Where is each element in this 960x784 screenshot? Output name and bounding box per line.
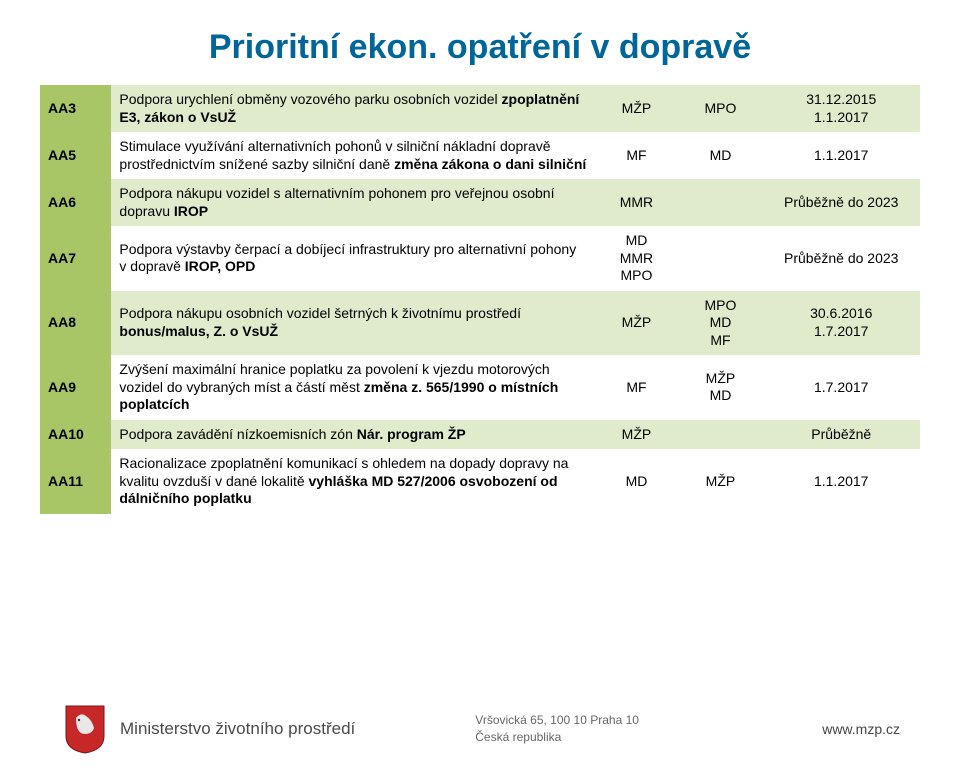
- measures-table: AA3 Podpora urychlení obměny vozového par…: [40, 85, 920, 514]
- table-row: AA11Racionalizace zpoplatnění komunikací…: [40, 449, 920, 514]
- page-title: Prioritní ekon. opatření v dopravě: [40, 28, 920, 67]
- cell-a: MMR: [594, 179, 678, 226]
- cell-c: 1.1.2017: [762, 449, 920, 514]
- measure-code: AA10: [40, 420, 111, 450]
- desc-bold: změna zákona o dani silniční: [394, 156, 586, 172]
- table-row: AA9Zvýšení maximální hranice poplatku za…: [40, 355, 920, 420]
- cell-c: Průběžně: [762, 420, 920, 450]
- footer-address: Vršovická 65, 100 10 Praha 10 Česká repu…: [475, 712, 639, 746]
- measure-description: Zvýšení maximální hranice poplatku za po…: [111, 355, 594, 420]
- addr-line-1: Vršovická 65, 100 10 Praha 10: [475, 712, 639, 729]
- cell-a: MŽP: [594, 85, 678, 132]
- cell-a: MŽP: [594, 291, 678, 356]
- cell-c: 30.6.2016 1.7.2017: [762, 291, 920, 356]
- cell-a: MD: [594, 449, 678, 514]
- measure-description: Podpora nákupu vozidel s alternativním p…: [111, 179, 594, 226]
- measure-code: AA11: [40, 449, 111, 514]
- desc-bold: IROP: [174, 203, 208, 219]
- measure-description: Podpora urychlení obměny vozového parku …: [111, 85, 594, 132]
- desc-bold: Nár. program ŽP: [357, 426, 466, 442]
- cell-c: 1.1.2017: [762, 132, 920, 179]
- footer-url: www.mzp.cz: [822, 721, 900, 737]
- cell-a: MŽP: [594, 420, 678, 450]
- measure-code: AA3: [40, 85, 111, 132]
- cell-b: [678, 179, 762, 226]
- cell-c: Průběžně do 2023: [762, 179, 920, 226]
- footer-left: Ministerstvo životního prostředí: [64, 704, 355, 754]
- desc-plain: Podpora zavádění nízkoemisních zón: [119, 426, 356, 442]
- addr-line-2: Česká republika: [475, 729, 639, 746]
- cell-c: Průběžně do 2023: [762, 226, 920, 291]
- measure-description: Podpora zavádění nízkoemisních zón Nár. …: [111, 420, 594, 450]
- measure-description: Racionalizace zpoplatnění komunikací s o…: [111, 449, 594, 514]
- measure-code: AA5: [40, 132, 111, 179]
- table-row: AA3 Podpora urychlení obměny vozového par…: [40, 85, 920, 132]
- desc-bold: bonus/malus, Z. o VsUŽ: [119, 323, 278, 339]
- table-row: AA10Podpora zavádění nízkoemisních zón N…: [40, 420, 920, 450]
- cell-c: 1.7.2017: [762, 355, 920, 420]
- table-row: AA8 Podpora nákupu osobních vozidel šetrn…: [40, 291, 920, 356]
- desc-bold: IROP, OPD: [185, 258, 256, 274]
- table-row: AA5Stimulace využívání alternativních po…: [40, 132, 920, 179]
- measure-code: AA7: [40, 226, 111, 291]
- measure-description: Podpora výstavby čerpací a dobíjecí infr…: [111, 226, 594, 291]
- desc-plain: Podpora nákupu osobních vozidel šetrných…: [119, 305, 521, 321]
- measure-description: Stimulace využívání alternativních pohon…: [111, 132, 594, 179]
- cell-b: [678, 226, 762, 291]
- desc-plain: Podpora urychlení obměny vozového parku …: [119, 91, 501, 107]
- cell-a: MD MMR MPO: [594, 226, 678, 291]
- cell-a: MF: [594, 132, 678, 179]
- slide: Prioritní ekon. opatření v dopravě AA3Po…: [0, 0, 960, 514]
- cell-b: MPO: [678, 85, 762, 132]
- measure-code: AA9: [40, 355, 111, 420]
- cell-b: MPO MD MF: [678, 291, 762, 356]
- measure-code: AA6: [40, 179, 111, 226]
- ministry-name: Ministerstvo životního prostředí: [120, 719, 355, 739]
- state-emblem-icon: [64, 704, 106, 754]
- table-row: AA6Podpora nákupu vozidel s alternativní…: [40, 179, 920, 226]
- cell-a: MF: [594, 355, 678, 420]
- cell-b: [678, 420, 762, 450]
- footer: Ministerstvo životního prostředí Vršovic…: [0, 674, 960, 784]
- measure-description: Podpora nákupu osobních vozidel šetrných…: [111, 291, 594, 356]
- table-row: AA7Podpora výstavby čerpací a dobíjecí i…: [40, 226, 920, 291]
- cell-b: MŽP MD: [678, 355, 762, 420]
- cell-c: 31.12.2015 1.1.2017: [762, 85, 920, 132]
- measure-code: AA8: [40, 291, 111, 356]
- cell-b: MŽP: [678, 449, 762, 514]
- cell-b: MD: [678, 132, 762, 179]
